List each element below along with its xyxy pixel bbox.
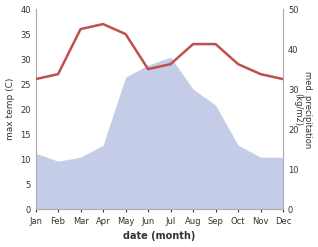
X-axis label: date (month): date (month) xyxy=(123,231,196,242)
Y-axis label: med. precipitation
(kg/m2): med. precipitation (kg/m2) xyxy=(293,71,313,148)
Y-axis label: max temp (C): max temp (C) xyxy=(5,78,15,140)
